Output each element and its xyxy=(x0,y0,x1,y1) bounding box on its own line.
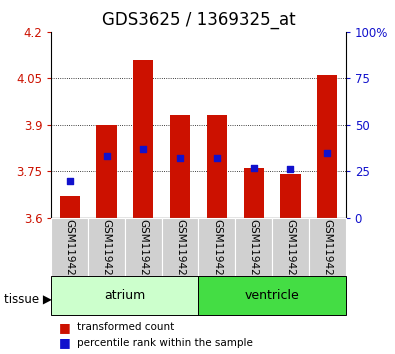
Bar xyxy=(51,276,198,315)
Text: ■: ■ xyxy=(59,336,71,349)
Text: transformed count: transformed count xyxy=(77,322,174,332)
Bar xyxy=(51,218,88,276)
Point xyxy=(67,178,73,183)
Bar xyxy=(317,75,337,218)
Text: GSM119428: GSM119428 xyxy=(286,219,295,283)
Bar xyxy=(207,115,227,218)
Bar xyxy=(235,218,272,276)
Bar xyxy=(272,218,309,276)
Point xyxy=(140,146,147,152)
Text: GSM119429: GSM119429 xyxy=(322,219,332,283)
Bar xyxy=(162,218,199,276)
Text: ■: ■ xyxy=(59,321,71,334)
Text: GSM119424: GSM119424 xyxy=(138,219,148,283)
Title: GDS3625 / 1369325_at: GDS3625 / 1369325_at xyxy=(102,11,295,29)
Bar xyxy=(133,60,153,218)
Bar xyxy=(88,218,125,276)
Text: GSM119426: GSM119426 xyxy=(212,219,222,283)
Text: atrium: atrium xyxy=(104,289,145,302)
Text: GSM119427: GSM119427 xyxy=(249,219,259,283)
Text: tissue ▶: tissue ▶ xyxy=(4,293,52,306)
Bar xyxy=(170,115,190,218)
Bar xyxy=(280,175,301,218)
Point xyxy=(250,165,257,170)
Bar xyxy=(309,218,346,276)
Text: GSM119422: GSM119422 xyxy=(65,219,75,283)
Point xyxy=(324,150,330,155)
Bar xyxy=(198,276,346,315)
Bar xyxy=(60,196,80,218)
Point xyxy=(103,154,110,159)
Bar xyxy=(198,218,235,276)
Point xyxy=(287,167,293,172)
Text: GSM119423: GSM119423 xyxy=(102,219,111,283)
Bar xyxy=(125,218,162,276)
Text: ventricle: ventricle xyxy=(245,289,299,302)
Bar xyxy=(244,168,264,218)
Text: percentile rank within the sample: percentile rank within the sample xyxy=(77,338,253,348)
Text: GSM119425: GSM119425 xyxy=(175,219,185,283)
Point xyxy=(214,155,220,161)
Point xyxy=(177,155,183,161)
Bar xyxy=(96,125,117,218)
